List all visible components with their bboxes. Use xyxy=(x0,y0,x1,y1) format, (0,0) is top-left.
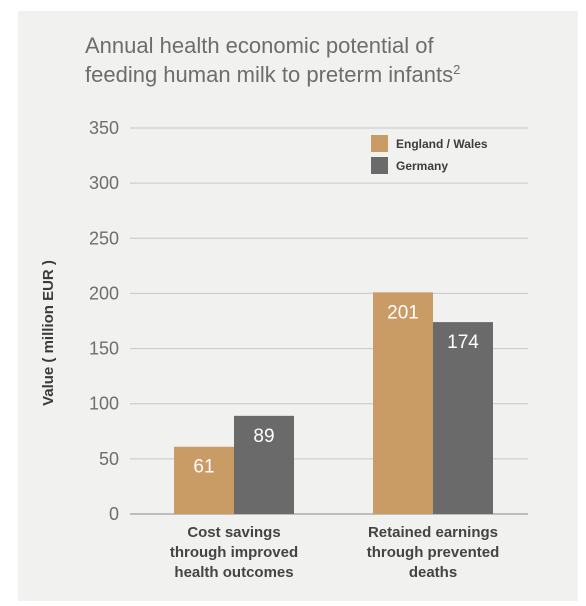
y-axis-ticks: 0 50 100 150 200 250 300 350 xyxy=(89,118,119,524)
legend-swatch xyxy=(371,135,388,152)
legend: England / Wales Germany xyxy=(371,135,488,174)
chart-title-line: feeding human milk to preterm infants2 xyxy=(85,62,460,87)
data-label: 174 xyxy=(447,332,479,353)
y-tick-label: 50 xyxy=(99,449,119,469)
y-axis-title: Value ( million EUR ) xyxy=(40,260,57,406)
chart: Annual health economic potential of feedi… xyxy=(40,33,528,581)
legend-swatch xyxy=(371,157,388,174)
y-tick-label: 350 xyxy=(89,118,119,138)
category-label: through improved xyxy=(170,544,298,561)
chart-title: Annual health economic potential of feedi… xyxy=(85,33,460,87)
chart-title-line: Annual health economic potential of xyxy=(85,33,434,58)
category-label: health outcomes xyxy=(174,564,293,581)
category-label: Cost savings xyxy=(187,524,280,541)
category-label: deaths xyxy=(409,564,457,581)
bar xyxy=(234,415,294,514)
legend-label: Germany xyxy=(396,159,448,173)
data-label: 201 xyxy=(387,302,419,323)
category-label: through prevented xyxy=(367,544,500,561)
category-label: Retained earnings xyxy=(368,524,498,541)
bar xyxy=(373,292,433,514)
chart-card: Annual health economic potential of feedi… xyxy=(18,11,578,601)
bar xyxy=(433,322,493,514)
title-superscript: 2 xyxy=(453,62,460,77)
data-label: 61 xyxy=(193,457,214,478)
legend-label: England / Wales xyxy=(396,137,488,151)
y-tick-label: 200 xyxy=(89,283,119,303)
y-tick-label: 150 xyxy=(89,339,119,359)
y-tick-label: 300 xyxy=(89,173,119,193)
data-label: 89 xyxy=(253,426,274,447)
bars: 61 201 89 174 xyxy=(174,292,493,514)
y-tick-label: 0 xyxy=(109,504,119,524)
y-tick-label: 250 xyxy=(89,228,119,248)
bar xyxy=(174,446,234,514)
y-tick-label: 100 xyxy=(89,394,119,414)
x-axis-categories: Cost savings through improved health outco… xyxy=(170,524,499,581)
